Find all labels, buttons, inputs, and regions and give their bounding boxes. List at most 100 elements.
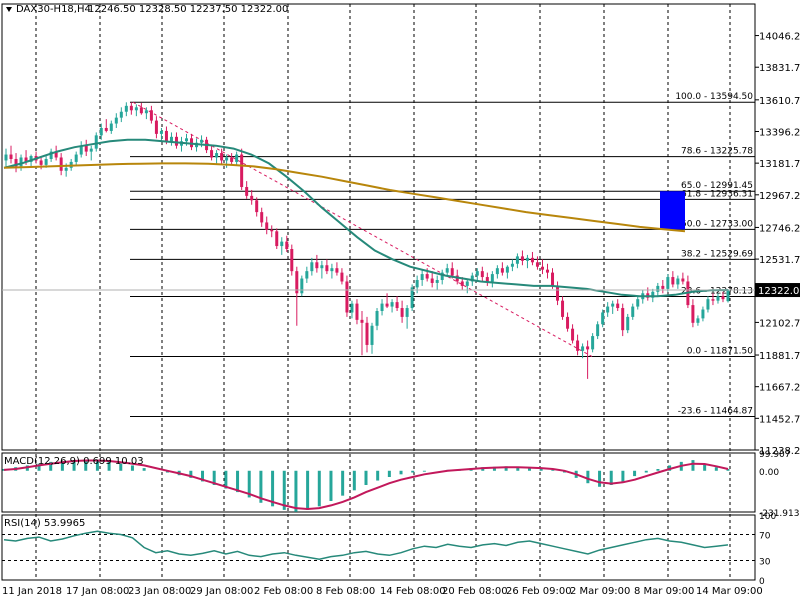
y-tick-label: 13610.70 [759,96,800,107]
candle-body [109,123,113,131]
candle-body [636,299,640,307]
candle-body [174,136,178,146]
candle-body [89,148,93,152]
candle-body [676,278,680,285]
candle-body [666,277,670,289]
x-tick-label: 29 Jan 08:00 [190,586,253,597]
candle-body [49,151,53,159]
candle-body [440,272,444,281]
candle-body [430,278,434,283]
x-tick-label: 23 Jan 08:00 [128,586,191,597]
candle-body [14,158,18,167]
candle-body [340,272,344,282]
candle-body [671,277,675,285]
candle-body [255,200,259,213]
candle-body [465,281,469,286]
candle-body [169,136,173,142]
candle-body [656,285,660,292]
candle-body [631,306,635,317]
candle-body [535,262,539,267]
candle-body [626,316,630,331]
candle-body [139,107,143,114]
y-tick-label: 13181.70 [759,159,800,170]
candle-body [576,340,580,351]
candle-body [500,268,504,273]
ma-fast-line [3,138,729,298]
candle-body [425,274,429,279]
candle-body [245,187,249,196]
candle-body [280,241,284,247]
fib-level-label: 100.0 - 13594.50 [675,92,753,102]
candle-body [295,271,299,294]
candle-body [556,285,560,301]
candle-body [39,160,43,165]
candle-body [505,266,509,273]
fib-level-label: 50.0 - 12733.00 [681,219,753,229]
candle-body [395,302,399,309]
candle-body [370,325,374,345]
candle-body [561,300,565,317]
x-tick-label: 8 Mar 09:00 [634,586,694,597]
candle-body [480,271,484,278]
candle-body [94,135,98,149]
x-tick-label: 14 Mar 09:00 [696,586,763,597]
x-tick-label: 2 Feb 08:00 [254,586,313,597]
macd-tick-label: 99.907 [759,450,791,460]
candle-body [365,322,369,345]
candle-body [515,256,519,264]
candle-body [415,280,419,288]
candle-body [310,262,314,272]
candle-body [355,303,359,320]
candle-body [706,299,710,310]
candle-body [210,150,214,158]
fib-level-label: -23.6 - 11464.87 [678,407,753,417]
candle-body [84,145,88,152]
candle-body [375,310,379,326]
candle-body [606,306,610,313]
current-price-label: 12322.00 [758,286,800,297]
candle-body [54,151,58,158]
candle-body [104,127,108,131]
fib-level-label: 0.0 - 11871.50 [687,347,753,357]
rsi-label: RSI(14) 53.9965 [4,518,85,529]
fib-level-label: 23.6 - 12278.13 [681,287,753,297]
chart-ohlc: 12246.50 12328.50 12237.50 12322.00 [88,4,288,15]
y-tick-label: 13831.70 [759,63,800,74]
fib-level-label: 61.8 - 12936.31 [681,189,753,199]
candle-body [185,138,188,142]
candle-body [591,336,595,350]
candle-body [385,303,389,307]
y-tick-label: 12531.70 [759,255,800,266]
fib-level-label: 38.2 - 12529.69 [681,249,753,259]
candle-body [400,308,404,317]
candle-body [450,268,454,276]
y-tick-label: 12746.20 [759,223,800,234]
candle-body [696,318,700,323]
candle-body [330,268,334,272]
candle-body [129,105,133,111]
candle-body [405,308,409,317]
x-tick-label: 8 Feb 08:00 [316,586,375,597]
candle-body [520,256,524,261]
candle-body [475,271,479,276]
candle-body [64,167,68,171]
candle-body [551,272,555,286]
macd-tick-label: -231.913 [759,509,799,519]
candle-body [350,303,354,313]
candle-body [240,154,244,188]
candle-body [119,111,123,118]
candle-body [726,290,730,302]
x-tick-label: 2 Mar 09:00 [570,586,630,597]
candle-body [305,271,309,279]
candle-body [495,268,499,275]
candle-body [691,305,695,323]
candle-body [154,120,158,134]
macd-label: MACD(12,26,9) 0.699 10.03 [4,456,144,467]
rsi-line [3,530,729,560]
y-tick-label: 11667.20 [759,383,800,394]
candle-body [79,145,83,155]
candle-body [510,263,514,267]
